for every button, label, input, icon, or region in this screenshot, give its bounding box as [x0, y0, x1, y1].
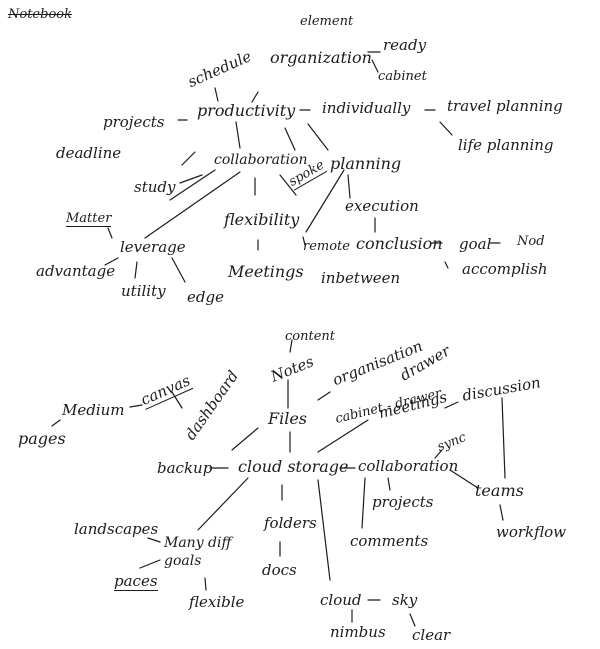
- word-meetings: Meetings: [228, 262, 304, 281]
- connector: [439, 121, 453, 136]
- word-sky: sky: [392, 591, 418, 609]
- word-goal: goal: [459, 235, 492, 253]
- connector: [361, 477, 366, 529]
- word-travel-planning: travel planning: [447, 97, 563, 115]
- word-conclusion: conclusion: [356, 234, 443, 253]
- connector: [317, 419, 369, 453]
- connector: [231, 427, 259, 451]
- word-nod: Nod: [517, 234, 545, 249]
- word-life-planning: life planning: [458, 136, 554, 154]
- word-accomplish: accomplish: [462, 260, 548, 278]
- connector: [347, 174, 351, 199]
- word-planning: planning: [330, 154, 402, 173]
- connector: [371, 59, 379, 73]
- word-element: element: [300, 14, 354, 29]
- connector: [104, 257, 119, 266]
- connector: [289, 339, 293, 353]
- word-cabinet: cabinet: [378, 69, 427, 84]
- word-individually: individually: [322, 99, 411, 117]
- connector: [51, 419, 61, 427]
- word-pages: pages: [18, 429, 66, 448]
- word-collaboration2: collaboration: [358, 457, 459, 475]
- word-deadline: deadline: [56, 144, 122, 162]
- word-folders: folders: [264, 514, 317, 532]
- word-study: study: [134, 178, 176, 196]
- connector: [179, 174, 203, 184]
- word-content: content: [285, 329, 335, 344]
- connector: [144, 171, 241, 239]
- connector: [251, 91, 259, 103]
- connector: [181, 151, 196, 166]
- word-clear: clear: [412, 626, 451, 644]
- word-backup: backup: [157, 459, 213, 477]
- connector: [444, 261, 449, 269]
- word-docs: docs: [262, 561, 297, 579]
- word-many-diff-goals: Many diff goals: [164, 535, 232, 570]
- connector: [499, 504, 504, 521]
- connector: [171, 257, 186, 283]
- connector: [302, 236, 306, 246]
- word-execution: execution: [345, 197, 419, 215]
- corner-scribble: Notebook: [8, 7, 72, 22]
- connector: [169, 169, 216, 201]
- word-projects2: projects: [372, 493, 434, 511]
- connector: [284, 127, 296, 151]
- connector: [409, 613, 416, 627]
- connector: [434, 449, 443, 459]
- word-matter: Matter: [66, 211, 112, 227]
- connector: [501, 397, 506, 479]
- word-landscapes: landscapes: [74, 520, 159, 538]
- word-inbetween: inbetween: [321, 269, 401, 287]
- word-leverage: leverage: [120, 238, 186, 256]
- word-projects: projects: [103, 113, 165, 131]
- word-teams: teams: [475, 481, 524, 500]
- word-flexibility: flexibility: [224, 210, 300, 229]
- connector: [387, 477, 391, 491]
- word-ready: ready: [383, 36, 427, 54]
- connector: [279, 174, 297, 196]
- word-advantage: advantage: [36, 262, 116, 280]
- word-remote: remote: [303, 239, 350, 254]
- word-cloud-storage: cloud storage: [238, 457, 349, 476]
- connector: [317, 479, 331, 581]
- connector: [317, 391, 331, 401]
- connector: [214, 87, 219, 102]
- word-medium: Medium: [62, 401, 125, 419]
- word-comments: comments: [350, 532, 429, 550]
- connector: [197, 477, 249, 531]
- connector: [129, 404, 143, 408]
- word-flexible: flexible: [189, 593, 245, 611]
- word-organization: organization: [270, 48, 372, 67]
- word-files: Files: [268, 409, 308, 428]
- connector: [235, 121, 241, 149]
- connector: [134, 261, 138, 279]
- connector: [444, 401, 459, 409]
- connector: [204, 577, 207, 591]
- word-nimbus: nimbus: [330, 623, 386, 641]
- word-utility: utility: [121, 282, 166, 300]
- connector: [171, 391, 183, 409]
- connector: [107, 227, 113, 239]
- connector: [307, 123, 329, 151]
- connector: [449, 469, 479, 489]
- connector: [147, 537, 161, 543]
- connector: [139, 559, 161, 569]
- word-cloud: cloud: [320, 591, 362, 609]
- word-productivity: productivity: [197, 101, 296, 120]
- word-edge: edge: [187, 288, 224, 306]
- word-workflow: workflow: [496, 523, 567, 541]
- connector: [305, 169, 345, 233]
- word-collaboration: collaboration: [214, 152, 308, 168]
- word-paces: paces: [114, 572, 158, 591]
